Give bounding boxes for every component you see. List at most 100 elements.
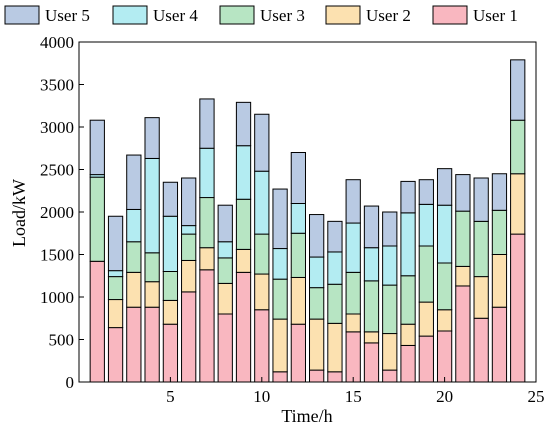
bar-user-1-t9 [235,271,252,383]
bar-user-1-t21 [455,285,471,383]
y-tick-label: 1500 [40,246,74,265]
bar-user-2-t16 [363,331,380,344]
bar-user-3-t23 [491,209,508,256]
bar-user-2-t9 [235,248,252,273]
bar-user-1-t2 [107,327,124,383]
x-tick-label: 20 [436,387,453,406]
bar-user-5-t8 [217,204,233,243]
bar-user-2-t12 [290,276,306,325]
bar-user-1-t22 [473,317,489,383]
y-axis-title: Load/kW [9,179,29,247]
bar-user-2-t6 [181,259,197,293]
bar-user-4-t6 [181,225,197,235]
bar-user-2-t22 [473,276,489,319]
bar-user-5-t18 [400,180,416,214]
bar-user-4-t20 [436,204,453,264]
y-tick-label: 500 [49,331,75,350]
bar-user-3-t14 [327,283,343,324]
bar-user-4-t7 [199,147,215,199]
legend-swatch-user-2 [325,5,361,25]
bar-user-5-t11 [272,188,288,250]
bar-user-2-t8 [217,282,233,315]
bar-user-4-t2 [107,270,124,278]
bar-user-4-t18 [400,212,416,277]
bar-user-2-t2 [107,299,124,329]
y-tick-label: 4000 [40,33,74,52]
bar-user-2-t13 [309,318,325,371]
y-tick-label: 0 [66,373,75,392]
bar-user-3-t24 [510,119,526,175]
x-tick-label: 10 [253,387,270,406]
bar-user-2-t11 [272,318,288,373]
bar-user-2-t19 [418,301,434,337]
bar-user-5-t5 [162,181,179,217]
bar-user-1-t18 [400,344,416,383]
bars [89,59,526,383]
bar-user-5-t16 [363,205,380,249]
bar-user-2-t21 [455,265,471,287]
bar-user-4-t14 [327,251,343,285]
bar-user-5-t9 [235,101,252,147]
bar-user-5-t23 [491,173,508,211]
bar-user-3-t16 [363,280,380,333]
y-tick-label: 3500 [40,76,74,95]
bar-user-4-t5 [162,215,179,272]
bar-user-3-t3 [126,241,142,273]
bar-user-1-t19 [418,335,434,383]
bar-user-1-t15 [345,331,361,383]
bar-user-3-t6 [181,233,197,261]
legend-label-user-3: User 3 [260,6,305,25]
bar-user-3-t13 [309,287,325,320]
bar-user-2-t15 [345,313,361,333]
bar-user-5-t3 [126,154,142,210]
bar-user-5-t21 [455,174,471,212]
bar-user-2-t20 [436,309,453,332]
bar-user-5-t15 [345,179,361,224]
bar-user-2-t4 [144,281,160,308]
bar-user-1-t24 [510,233,526,383]
bar-user-4-t9 [235,145,252,200]
bar-user-1-t3 [126,306,142,383]
bar-user-1-t8 [217,313,233,383]
bar-user-5-t20 [436,168,453,206]
bar-user-1-t16 [363,342,380,383]
bar-user-3-t1 [89,176,105,262]
bar-user-4-t3 [126,208,142,243]
bar-user-1-t20 [436,330,453,383]
bar-user-2-t18 [400,323,416,346]
bar-user-1-t14 [327,371,343,383]
y-tick-label: 1000 [40,288,74,307]
bar-user-1-t10 [254,309,270,383]
x-tick-label: 15 [345,387,362,406]
legend-swatch-user-1 [432,5,468,25]
bar-user-3-t11 [272,278,288,320]
bar-user-3-t19 [418,245,434,303]
bar-user-4-t12 [290,203,306,234]
bar-user-5-t17 [382,211,398,247]
legend-swatch-user-5 [4,5,40,25]
legend-label-user-1: User 1 [473,6,518,25]
y-tick-label: 2500 [40,161,74,180]
bar-user-2-t17 [382,333,398,371]
legend-swatch-user-4 [112,5,148,25]
bar-user-1-t7 [199,269,215,383]
x-axis-title: Time/h [281,406,332,426]
bar-user-3-t20 [436,262,453,311]
bar-user-2-t5 [162,299,179,325]
bar-user-4-t16 [363,247,380,282]
legend: User 5 User 4 User 3 User 2 User 1 [4,5,518,25]
bar-user-5-t12 [290,152,306,204]
bar-user-1-t5 [162,323,179,383]
bar-user-4-t4 [144,157,160,254]
bar-user-5-t13 [309,214,325,258]
bar-user-3-t10 [254,233,270,275]
x-tick-label: 5 [166,387,175,406]
bar-user-1-t4 [144,306,160,383]
bar-user-3-t5 [162,271,179,301]
bar-user-4-t8 [217,241,233,259]
bar-user-2-t23 [491,254,508,308]
bar-user-5-t4 [144,117,160,159]
bar-user-4-t11 [272,248,288,280]
bar-user-4-t10 [254,170,270,235]
